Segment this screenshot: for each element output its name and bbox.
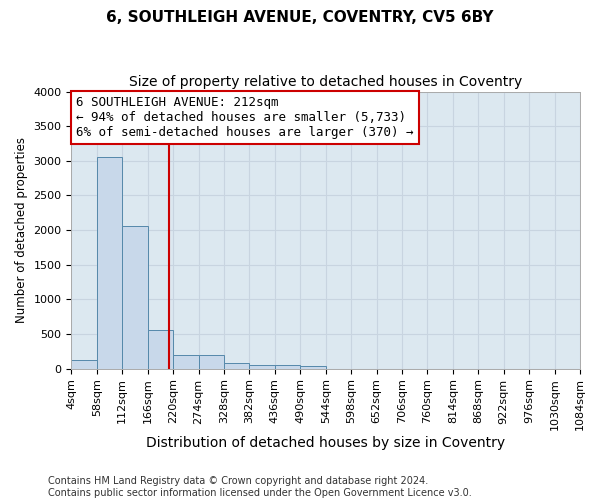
Bar <box>97 156 122 368</box>
Text: Contains HM Land Registry data © Crown copyright and database right 2024.
Contai: Contains HM Land Registry data © Crown c… <box>48 476 472 498</box>
Text: 6 SOUTHLEIGH AVENUE: 212sqm
← 94% of detached houses are smaller (5,733)
6% of s: 6 SOUTHLEIGH AVENUE: 212sqm ← 94% of det… <box>76 96 414 138</box>
Bar <box>275 366 300 368</box>
Bar <box>250 364 275 368</box>
X-axis label: Distribution of detached houses by size in Coventry: Distribution of detached houses by size … <box>146 436 505 450</box>
Bar <box>173 355 199 368</box>
Bar <box>199 355 224 368</box>
Bar <box>300 366 326 368</box>
Bar <box>122 226 148 368</box>
Y-axis label: Number of detached properties: Number of detached properties <box>15 137 28 323</box>
Title: Size of property relative to detached houses in Coventry: Size of property relative to detached ho… <box>129 75 523 89</box>
Bar <box>148 330 173 368</box>
Bar <box>71 360 97 368</box>
Text: 6, SOUTHLEIGH AVENUE, COVENTRY, CV5 6BY: 6, SOUTHLEIGH AVENUE, COVENTRY, CV5 6BY <box>106 10 494 25</box>
Bar <box>224 363 250 368</box>
